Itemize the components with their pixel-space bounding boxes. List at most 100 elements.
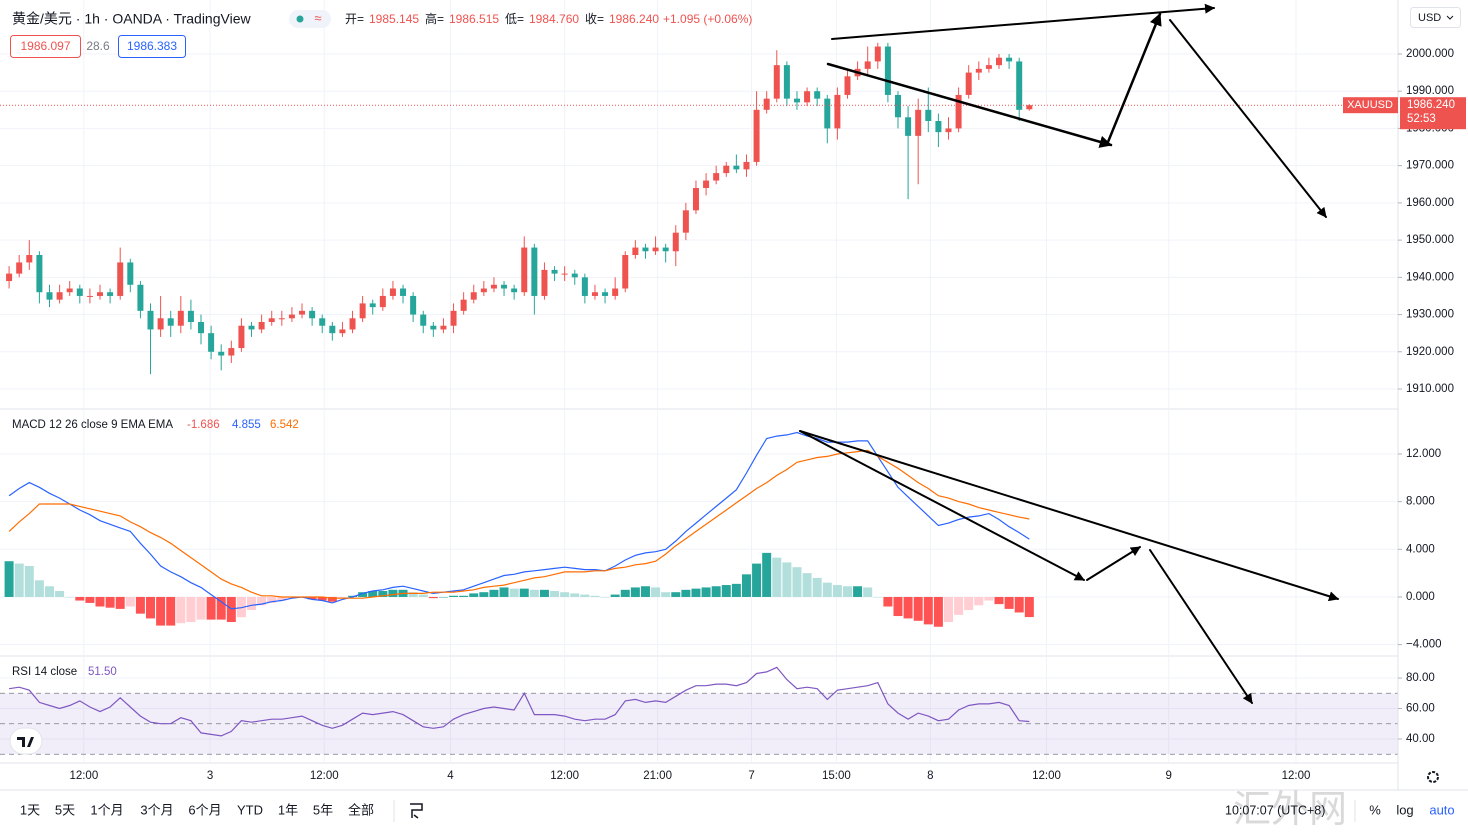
candle-body [965, 72, 972, 95]
sell-box[interactable] [10, 35, 81, 58]
currency-select[interactable] [1410, 7, 1461, 28]
range-button[interactable]: 1个月 [90, 802, 123, 817]
histogram-bar [216, 596, 226, 620]
candle-body [703, 180, 710, 188]
candle-body [389, 288, 396, 296]
candle-body [440, 325, 447, 330]
candle-body [329, 325, 336, 334]
histogram-bar [933, 596, 943, 627]
candle-body [804, 91, 811, 103]
y-tick-label: 80.00 [1406, 672, 1435, 684]
buy-box[interactable] [118, 35, 186, 58]
candle-body [511, 288, 518, 293]
candle-body [692, 187, 699, 211]
macd-legend-value: -1.686 [187, 419, 220, 431]
tv-logo[interactable] [9, 727, 43, 755]
histogram-bar [721, 585, 731, 597]
candle-body [985, 65, 992, 69]
candle-body [490, 284, 497, 289]
histogram-bar [206, 596, 216, 620]
histogram-bar [681, 589, 691, 597]
histogram-bar [75, 596, 85, 601]
status-badge[interactable] [289, 10, 331, 28]
histogram-bar [1004, 596, 1014, 609]
y-tick-label: 1910.000 [1406, 383, 1454, 395]
histogram-bar [14, 563, 24, 597]
ohlc-value: 1985.145 [369, 12, 419, 26]
histogram-bar [782, 562, 792, 597]
candle-body [632, 247, 639, 255]
histogram-bar [449, 595, 459, 597]
candle-body [622, 255, 629, 289]
toolbar: 1天 5天 1个月 3个月 6个月 YTD 1年 5年 全部 [20, 802, 374, 817]
y-tick-label: 1990.000 [1406, 85, 1454, 97]
price-tag-text: 1986.240 [1407, 99, 1455, 111]
log-toggle[interactable]: log [1396, 802, 1413, 817]
candle-body [470, 292, 477, 300]
histogram-bar [802, 573, 812, 597]
drawn-arrow [1149, 549, 1253, 704]
candle-body [753, 109, 760, 162]
candle-body [925, 109, 932, 121]
y-tick-label: 8.000 [1406, 496, 1435, 508]
dropdown-caret [1446, 15, 1454, 20]
candle-body [177, 310, 184, 326]
compare-icon[interactable] [410, 803, 423, 819]
grid-layer [0, 0, 1398, 762]
auto-toggle[interactable]: auto [1429, 802, 1454, 817]
y-tick-label: 40.00 [1406, 733, 1435, 745]
x-tick-label: 12:00 [310, 770, 339, 782]
candle-body [975, 68, 982, 73]
candle-body [935, 120, 942, 133]
y-tick-label: 4.000 [1406, 543, 1435, 555]
histogram-bar [418, 594, 428, 597]
candle-body [672, 232, 679, 252]
candle-body [379, 295, 386, 308]
macd-line [8, 449, 1030, 599]
candle-body [763, 98, 770, 110]
range-button[interactable]: YTD [237, 802, 263, 817]
histogram-bar [479, 592, 489, 597]
y-tick-label: 0.000 [1406, 591, 1435, 603]
y-tick-label: 12.000 [1406, 448, 1441, 460]
settings-icon[interactable] [1427, 771, 1439, 783]
candle-body [157, 318, 164, 330]
histogram-bar [317, 596, 327, 601]
range-button[interactable]: 6个月 [188, 802, 221, 817]
candle-body [571, 273, 578, 278]
x-tick-label: 12:00 [1032, 770, 1061, 782]
histogram-bar [640, 586, 650, 597]
histogram-bar [711, 586, 721, 597]
histogram-bar [469, 593, 479, 597]
histogram-bar [509, 588, 519, 597]
candle-body [884, 46, 891, 95]
histogram-bar [590, 595, 600, 597]
candle-body [773, 65, 780, 99]
range-button[interactable]: 全部 [348, 802, 374, 817]
percent-toggle[interactable]: % [1369, 802, 1381, 817]
candle-body [258, 322, 265, 330]
histogram-bar [34, 580, 44, 597]
ohlc-value: 1984.760 [529, 12, 579, 26]
candle-body [198, 322, 205, 334]
clock: 10:07:07 (UTC+8) [1225, 803, 1325, 817]
range-button[interactable]: 3个月 [140, 802, 173, 817]
range-button[interactable]: 5天 [55, 802, 75, 817]
candle-body [561, 273, 568, 275]
candle-body [602, 292, 609, 296]
histogram-bar [438, 596, 448, 598]
spread: 28.6 [86, 39, 110, 53]
watermark: 汇外网 [1233, 789, 1347, 831]
x-tick-label: 9 [1166, 770, 1172, 782]
candle-body [430, 325, 437, 330]
countdown-text: 52:53 [1407, 113, 1436, 125]
histogram-bar [85, 596, 95, 603]
range-button[interactable]: 1年 [278, 802, 298, 817]
range-button[interactable]: 1天 [20, 802, 40, 817]
y-tick-label: 1920.000 [1406, 346, 1454, 358]
candle-body [137, 284, 144, 311]
range-button[interactable]: 5年 [313, 802, 333, 817]
histogram-bar [196, 596, 206, 620]
histogram-bar [44, 586, 54, 597]
